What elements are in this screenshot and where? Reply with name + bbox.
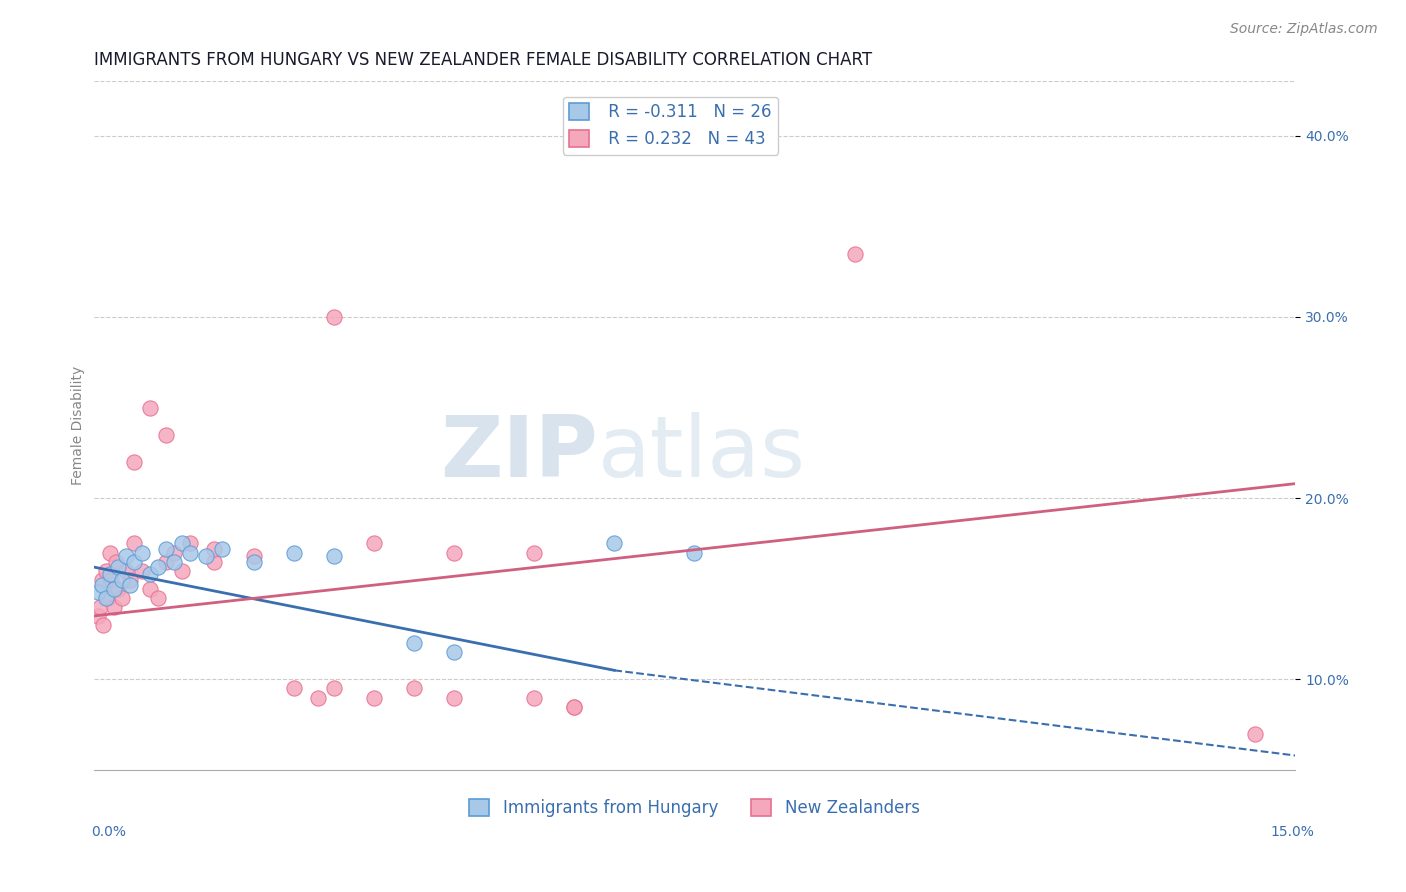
Point [283, 545, 305, 559]
Point [138, 582, 160, 596]
Point [163, 555, 186, 569]
Point [211, 541, 233, 556]
Point [122, 536, 145, 550]
Text: 0.0%: 0.0% [91, 825, 127, 839]
Point [90, 578, 112, 592]
Text: atlas: atlas [599, 412, 806, 495]
Point [562, 699, 585, 714]
Point [138, 567, 160, 582]
Point [307, 690, 329, 705]
Point [243, 555, 266, 569]
Point [322, 310, 344, 324]
Point [94, 591, 117, 605]
Point [100, 573, 122, 587]
Point [170, 564, 193, 578]
Text: ZIP: ZIP [440, 412, 599, 495]
Point [105, 555, 128, 569]
Text: IMMIGRANTS FROM HUNGARY VS NEW ZEALANDER FEMALE DISABILITY CORRELATION CHART: IMMIGRANTS FROM HUNGARY VS NEW ZEALANDER… [94, 51, 872, 69]
Point [363, 536, 385, 550]
Point [163, 545, 186, 559]
Point [363, 690, 385, 705]
Point [131, 564, 153, 578]
Point [443, 545, 465, 559]
Point [603, 536, 626, 550]
Point [86, 609, 108, 624]
Point [179, 536, 201, 550]
Point [402, 636, 425, 650]
Point [562, 699, 585, 714]
Point [844, 246, 866, 260]
Legend: Immigrants from Hungary, New Zealanders: Immigrants from Hungary, New Zealanders [463, 792, 927, 823]
Point [155, 541, 177, 556]
Point [146, 560, 169, 574]
Point [322, 549, 344, 563]
Point [122, 555, 145, 569]
Point [107, 560, 129, 574]
Point [402, 681, 425, 696]
Point [91, 618, 114, 632]
Point [523, 690, 546, 705]
Point [122, 455, 145, 469]
Point [103, 599, 125, 614]
Point [283, 681, 305, 696]
Point [110, 591, 132, 605]
Point [155, 427, 177, 442]
Point [1244, 727, 1267, 741]
Point [97, 591, 120, 605]
Point [89, 599, 111, 614]
Point [98, 567, 121, 582]
Point [131, 545, 153, 559]
Point [146, 591, 169, 605]
Point [523, 545, 546, 559]
Point [243, 549, 266, 563]
Point [322, 681, 344, 696]
Point [110, 573, 132, 587]
Point [114, 564, 136, 578]
Point [443, 690, 465, 705]
Point [90, 573, 112, 587]
Text: 15.0%: 15.0% [1271, 825, 1315, 839]
Point [138, 401, 160, 415]
Point [103, 582, 125, 596]
Point [118, 578, 141, 592]
Point [683, 545, 706, 559]
Point [179, 545, 201, 559]
Point [118, 573, 141, 587]
Point [114, 549, 136, 563]
Point [107, 582, 129, 596]
Text: Source: ZipAtlas.com: Source: ZipAtlas.com [1230, 22, 1378, 37]
Point [194, 549, 217, 563]
Point [86, 585, 108, 599]
Point [202, 541, 225, 556]
Point [98, 545, 121, 559]
Point [170, 536, 193, 550]
Y-axis label: Female Disability: Female Disability [72, 366, 86, 485]
Point [155, 555, 177, 569]
Point [94, 564, 117, 578]
Point [443, 645, 465, 659]
Point [202, 555, 225, 569]
